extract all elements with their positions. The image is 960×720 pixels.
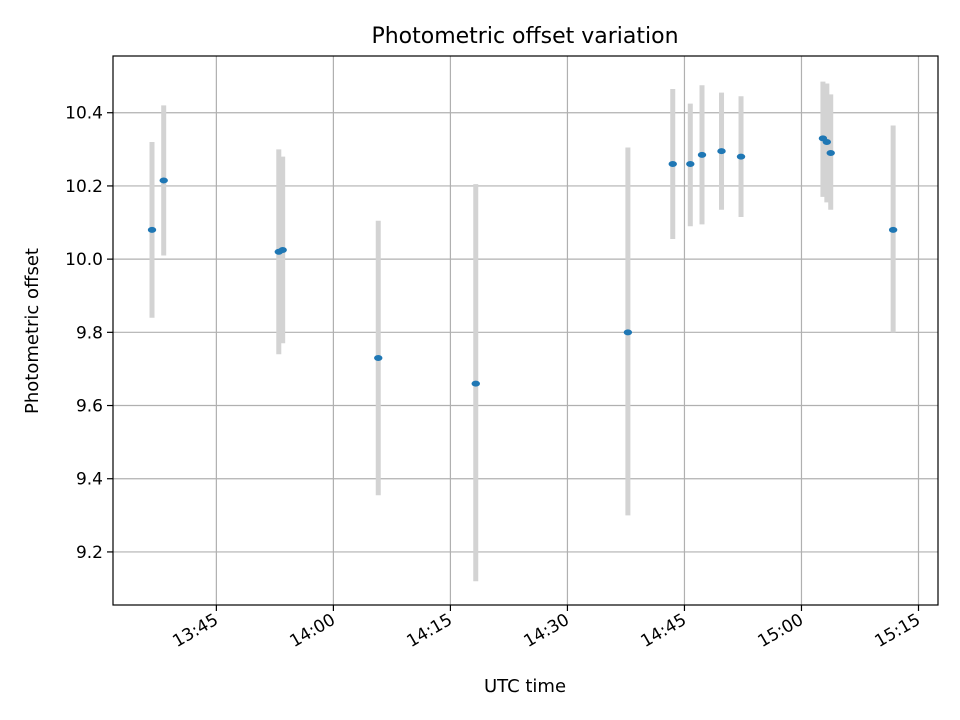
data-point: [668, 160, 677, 167]
data-point: [736, 153, 746, 160]
y-tick-label: 9.4: [76, 470, 103, 490]
data-point: [888, 226, 898, 233]
data-point: [826, 149, 835, 156]
grid: [113, 56, 938, 605]
y-tick-label: 10.4: [65, 104, 103, 124]
data-point: [374, 354, 383, 361]
y-axis-label: Photometric offset: [22, 248, 43, 414]
data-points: [147, 135, 898, 387]
y-tick-label: 10.2: [65, 177, 103, 197]
chart-title: Photometric offset variation: [371, 24, 678, 49]
data-point: [623, 329, 633, 336]
data-point: [471, 380, 480, 387]
y-axis-ticks: 9.2 9.4 9.6 9.8 10.0 10.2 10.4: [65, 104, 113, 563]
data-point: [147, 226, 157, 233]
y-tick-label: 9.8: [76, 323, 103, 343]
data-point: [686, 160, 695, 167]
data-point: [822, 139, 832, 146]
data-point: [278, 246, 287, 253]
data-point: [697, 151, 707, 158]
data-point: [717, 148, 726, 155]
y-tick-label: 9.2: [76, 543, 103, 563]
y-tick-label: 10.0: [65, 250, 103, 270]
data-point: [159, 177, 168, 184]
x-axis-label: UTC time: [484, 676, 566, 697]
y-tick-label: 9.6: [76, 397, 103, 417]
plot-frame: [112, 55, 939, 606]
